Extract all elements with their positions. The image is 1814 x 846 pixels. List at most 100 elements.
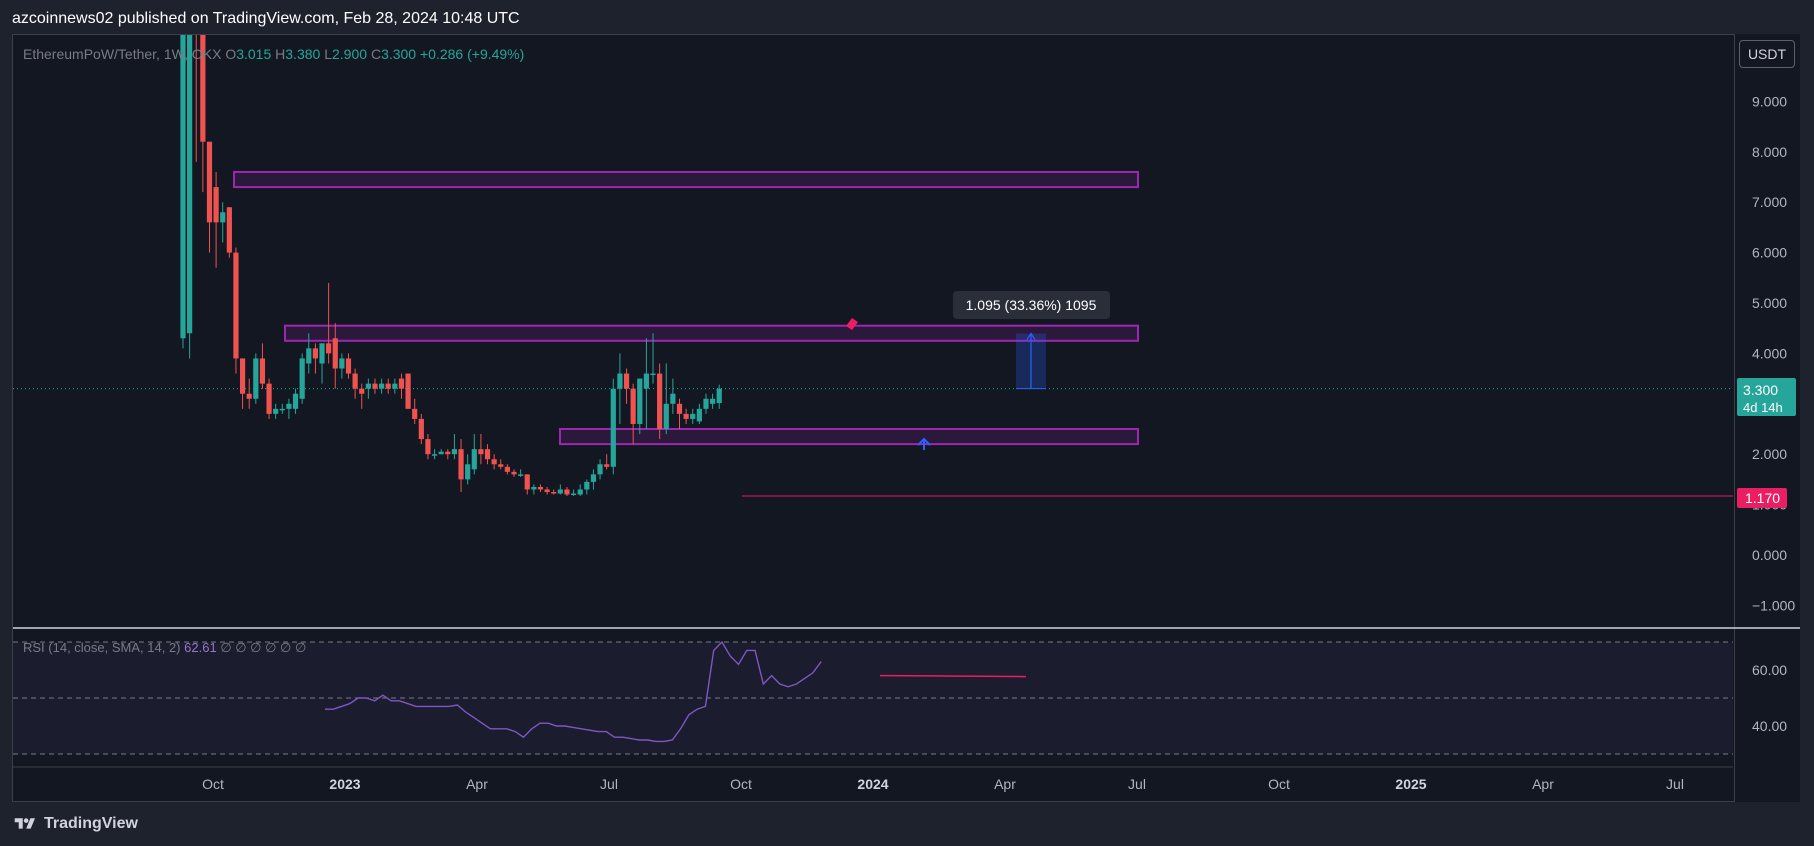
- candle-body: [425, 439, 431, 455]
- candles-group: [180, 0, 722, 497]
- price-axis[interactable]: [1734, 34, 1800, 802]
- candle-body: [683, 413, 689, 419]
- candle-body: [187, 35, 193, 334]
- price-tick-label: 9.000: [1752, 93, 1787, 109]
- candle-body: [657, 373, 663, 429]
- time-tick-label: Apr: [466, 776, 488, 792]
- candle-body: [220, 212, 226, 223]
- measure-arrowhead: [1026, 332, 1036, 340]
- tradingview-logo-text: TradingView: [44, 815, 138, 832]
- time-tick-label: Jul: [1128, 776, 1146, 792]
- price-tick-label: 8.000: [1752, 144, 1787, 160]
- candle-body: [584, 481, 590, 490]
- price-tick-label: 7.000: [1752, 194, 1787, 210]
- top-bar: azcoinnews02 published on TradingView.co…: [0, 0, 1814, 36]
- time-tick-label: Oct: [730, 776, 752, 792]
- rsi-line: [325, 640, 822, 743]
- candle-body: [696, 408, 702, 422]
- time-tick-label: Jul: [1666, 776, 1684, 792]
- candle-body: [703, 398, 709, 409]
- candle-body: [676, 403, 683, 414]
- candle-body: [194, 0, 199, 11]
- candle-body: [524, 474, 530, 490]
- candle-body: [312, 348, 318, 359]
- candle-body: [465, 464, 471, 480]
- candle-body: [458, 449, 464, 480]
- candle-body: [623, 373, 630, 389]
- candle-body: [577, 489, 583, 495]
- candle-body: [253, 358, 259, 399]
- pencil-marker-icon: [846, 318, 858, 330]
- measure-label: 1.095 (33.36%) 1095: [966, 297, 1097, 313]
- candle-body: [431, 454, 438, 456]
- candle-body: [710, 398, 716, 404]
- candle-body: [345, 358, 352, 374]
- candle-body: [239, 358, 246, 394]
- candle-body: [379, 383, 385, 389]
- rsi-tick-label: 40.00: [1752, 718, 1787, 734]
- time-tick-label: 2024: [857, 776, 888, 792]
- time-tick-label: Jul: [600, 776, 618, 792]
- candle-body: [670, 393, 676, 404]
- time-tick-label: Apr: [994, 776, 1016, 792]
- tradingview-logo-icon: [14, 818, 35, 829]
- symbol-legend: EthereumPoW/Tether, 1W, OKX O3.015 H3.38…: [23, 46, 524, 62]
- last-price-badge-label: 3.300: [1743, 382, 1778, 398]
- candle-body: [392, 383, 398, 389]
- close-key: C: [370, 46, 382, 62]
- time-tick-label: Oct: [202, 776, 224, 792]
- candle-body: [326, 343, 332, 354]
- time-tick-label: 2023: [329, 776, 360, 792]
- candle-body: [233, 252, 239, 359]
- zone-rect: [559, 428, 1139, 446]
- candle-body: [286, 403, 292, 409]
- candle-body: [339, 358, 345, 369]
- rsi-value: 62.61: [184, 640, 217, 655]
- rsi-ma-line: [879, 674, 1027, 678]
- candle-body: [200, 35, 206, 142]
- change-value: +0.286 (+9.49%): [420, 46, 525, 62]
- candle-body: [637, 378, 643, 424]
- candle-body: [299, 358, 305, 399]
- candle-body: [690, 413, 696, 419]
- candle-body: [319, 343, 325, 364]
- candle-body: [564, 489, 570, 495]
- low-value: 2.900: [332, 46, 368, 62]
- publisher-line: azcoinnews02 published on TradingView.co…: [12, 10, 520, 27]
- candle-body: [398, 378, 405, 389]
- rsi-legend: RSI (14, close, SMA, 14, 2) 62.61 ∅ ∅ ∅ …: [23, 640, 306, 656]
- candle-body: [385, 383, 391, 389]
- candle-body: [445, 451, 451, 455]
- zone-rect: [284, 324, 1139, 342]
- candle-body: [643, 373, 649, 389]
- candle-body: [365, 383, 371, 389]
- candle-body: [604, 464, 610, 467]
- candle-body: [206, 141, 213, 223]
- candle-body: [570, 493, 577, 496]
- candle-body: [650, 373, 656, 376]
- candle-body: [597, 464, 603, 475]
- price-tick-label: −1.000: [1752, 597, 1795, 613]
- low-key: L: [324, 46, 332, 62]
- candle-body: [352, 373, 358, 389]
- candle-body: [504, 466, 510, 472]
- high-value: 3.380: [285, 46, 321, 62]
- candle-body: [180, 35, 186, 339]
- candle-body: [246, 393, 252, 399]
- price-tick-label: 6.000: [1752, 245, 1787, 261]
- candle-body: [484, 449, 491, 460]
- candle-body: [630, 388, 636, 424]
- currency-button[interactable]: USDT: [1739, 40, 1795, 68]
- candle-body: [412, 408, 418, 419]
- candle-body: [359, 388, 365, 394]
- time-tick-label: 2025: [1395, 776, 1426, 792]
- support-badge: [1737, 488, 1787, 508]
- candle-body: [544, 489, 550, 492]
- candle-body: [716, 388, 722, 404]
- candle-body: [491, 459, 497, 465]
- candle-body: [557, 489, 563, 494]
- chart-frame[interactable]: [12, 34, 1800, 802]
- tradingview-logo[interactable]: TradingView: [12, 815, 138, 833]
- support-badge-label: 1.170: [1745, 490, 1780, 506]
